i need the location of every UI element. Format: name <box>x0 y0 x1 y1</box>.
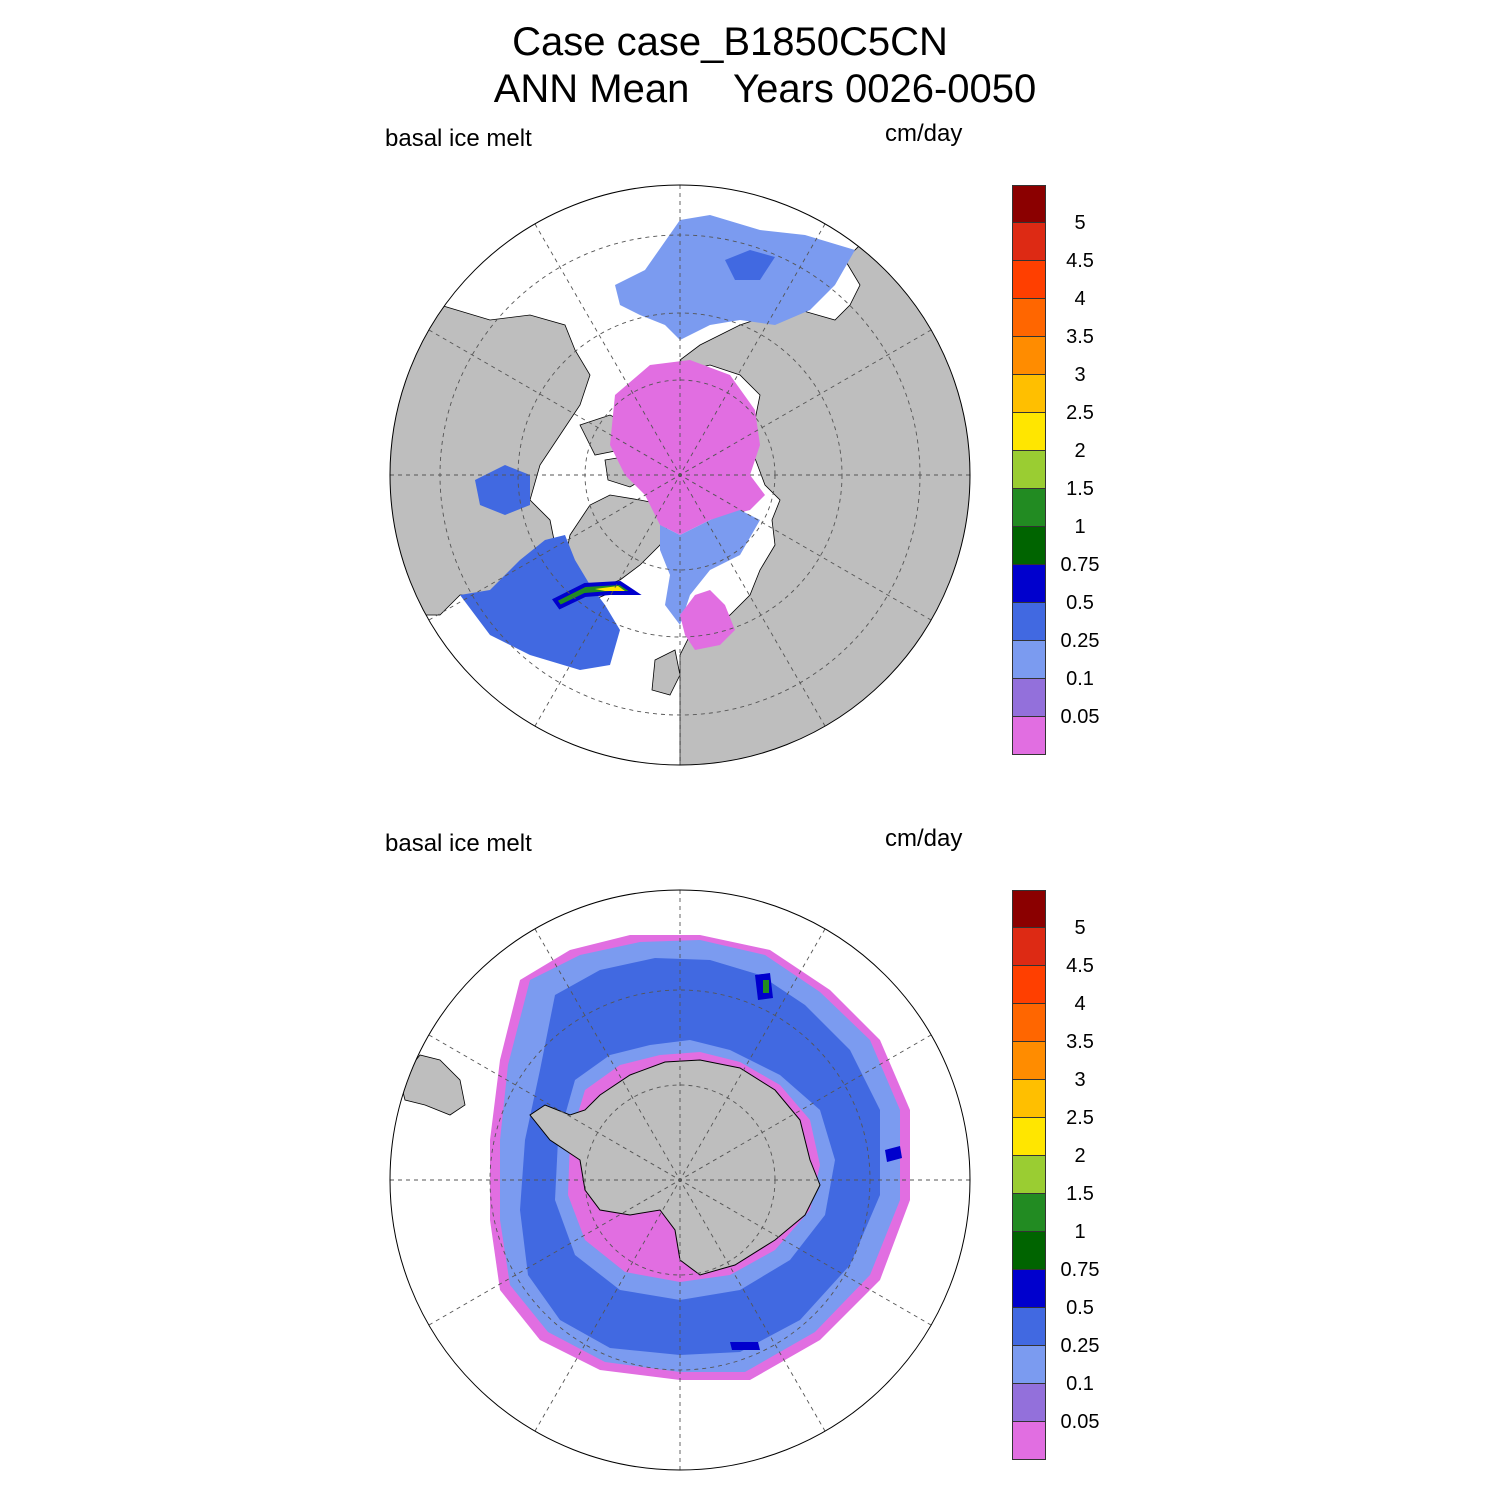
north-ice-blue-labrador-sea <box>460 535 620 670</box>
north-colorbar-swatch <box>1012 413 1046 451</box>
south-ice-darkblue-spot-east <box>885 1146 902 1162</box>
north-colorbar-label: 0.5 <box>1066 592 1094 614</box>
north-colorbar-swatch <box>1012 451 1046 489</box>
south-colorbar-label: 0.75 <box>1060 1259 1100 1281</box>
north-ice-lightblue-greenland-sea <box>660 510 760 625</box>
north-colorbar-swatch <box>1012 641 1046 679</box>
antarctic-polar-map <box>380 880 980 1480</box>
south-colorbar-label: 2 <box>1074 1145 1086 1167</box>
south-colorbar-swatch <box>1012 890 1046 928</box>
south-colorbar-label: 0.1 <box>1066 1373 1094 1395</box>
south-panel-variable-label: basal ice melt <box>385 830 532 857</box>
south-colorbar-swatch <box>1012 928 1046 966</box>
south-colorbar-swatch <box>1012 1004 1046 1042</box>
south-colorbar-label: 0.05 <box>1060 1411 1100 1433</box>
north-colorbar-label: 1.5 <box>1066 478 1094 500</box>
south-colorbar-label: 3 <box>1074 1069 1086 1091</box>
north-ice-pink-central-arctic <box>610 360 765 535</box>
north-colorbar-swatch <box>1012 565 1046 603</box>
north-colorbar-label: 1 <box>1074 516 1086 538</box>
south-colorbar-swatch <box>1012 1308 1046 1346</box>
north-colorbar-label: 4.5 <box>1066 250 1094 272</box>
north-colorbar-label: 0.75 <box>1060 554 1100 576</box>
north-colorbar-label: 2.5 <box>1066 402 1094 424</box>
figure-title-period: ANN Mean Years 0026-0050 <box>493 67 1037 111</box>
north-colorbar-swatch <box>1012 527 1046 565</box>
north-panel-variable-label: basal ice melt <box>385 125 532 152</box>
north-colorbar-swatch <box>1012 223 1046 261</box>
north-colorbar-swatch <box>1012 261 1046 299</box>
north-colorbar-swatch <box>1012 489 1046 527</box>
south-panel-units-label: cm/day <box>885 825 963 852</box>
north-colorbar-label: 5 <box>1074 212 1086 234</box>
south-colorbar-swatch <box>1012 1194 1046 1232</box>
south-colorbar-swatch <box>1012 1270 1046 1308</box>
south-colorbar-swatch <box>1012 1080 1046 1118</box>
north-panel-units-label: cm/day <box>885 120 963 147</box>
south-colorbar-swatch <box>1012 1384 1046 1422</box>
north-colorbar-label: 4 <box>1074 288 1086 310</box>
south-colorbar-label: 1.5 <box>1066 1183 1094 1205</box>
south-land-south-america-tip <box>399 1054 466 1116</box>
north-colorbar-label: 0.25 <box>1060 630 1100 652</box>
south-colorbar-label: 1 <box>1074 1221 1086 1243</box>
south-colorbar-label: 2.5 <box>1066 1107 1094 1129</box>
south-colorbar-swatch <box>1012 1346 1046 1384</box>
north-colorbar-label: 3.5 <box>1066 326 1094 348</box>
north-colorbar-swatch <box>1012 717 1046 755</box>
north-colorbar-swatch <box>1012 603 1046 641</box>
south-ice-green-spot-north <box>763 980 769 993</box>
figure-title-case: Case case_B1850C5CN <box>512 20 948 64</box>
north-ice-blue-hudson-bay <box>475 465 530 515</box>
south-graticule <box>390 890 970 1470</box>
arctic-polar-map <box>380 175 980 775</box>
north-colorbar-label: 3 <box>1074 364 1086 386</box>
south-colorbar-label: 5 <box>1074 917 1086 939</box>
north-colorbar-swatch <box>1012 337 1046 375</box>
south-colorbar-label: 4 <box>1074 993 1086 1015</box>
south-colorbar-swatch <box>1012 1422 1046 1460</box>
north-colorbar-swatch <box>1012 375 1046 413</box>
north-land-british-isles <box>651 649 681 696</box>
south-map-border <box>389 889 971 1471</box>
south-colorbar-label: 0.5 <box>1066 1297 1094 1319</box>
south-ice-darkblue-spot-south <box>730 1342 760 1350</box>
north-ice-blue-bering-sea <box>725 250 775 280</box>
north-graticule <box>390 185 970 765</box>
north-colorbar-label: 0.05 <box>1060 706 1100 728</box>
south-colorbar-swatch <box>1012 1156 1046 1194</box>
north-colorbar-swatch <box>1012 185 1046 223</box>
south-colorbar-label: 0.25 <box>1060 1335 1100 1357</box>
north-colorbar-label: 2 <box>1074 440 1086 462</box>
south-colorbar-swatch <box>1012 1118 1046 1156</box>
south-colorbar-swatch <box>1012 1042 1046 1080</box>
north-colorbar-label: 0.1 <box>1066 668 1094 690</box>
north-ice-yellow-melt-core <box>595 586 625 591</box>
south-colorbar-label: 4.5 <box>1066 955 1094 977</box>
north-ice-pink-barents-sea <box>680 590 735 650</box>
south-colorbar-swatch <box>1012 966 1046 1004</box>
south-colorbar-label: 3.5 <box>1066 1031 1094 1053</box>
north-colorbar-swatch <box>1012 679 1046 717</box>
south-colorbar-swatch <box>1012 1232 1046 1270</box>
north-colorbar-swatch <box>1012 299 1046 337</box>
north-map-border <box>389 184 971 766</box>
